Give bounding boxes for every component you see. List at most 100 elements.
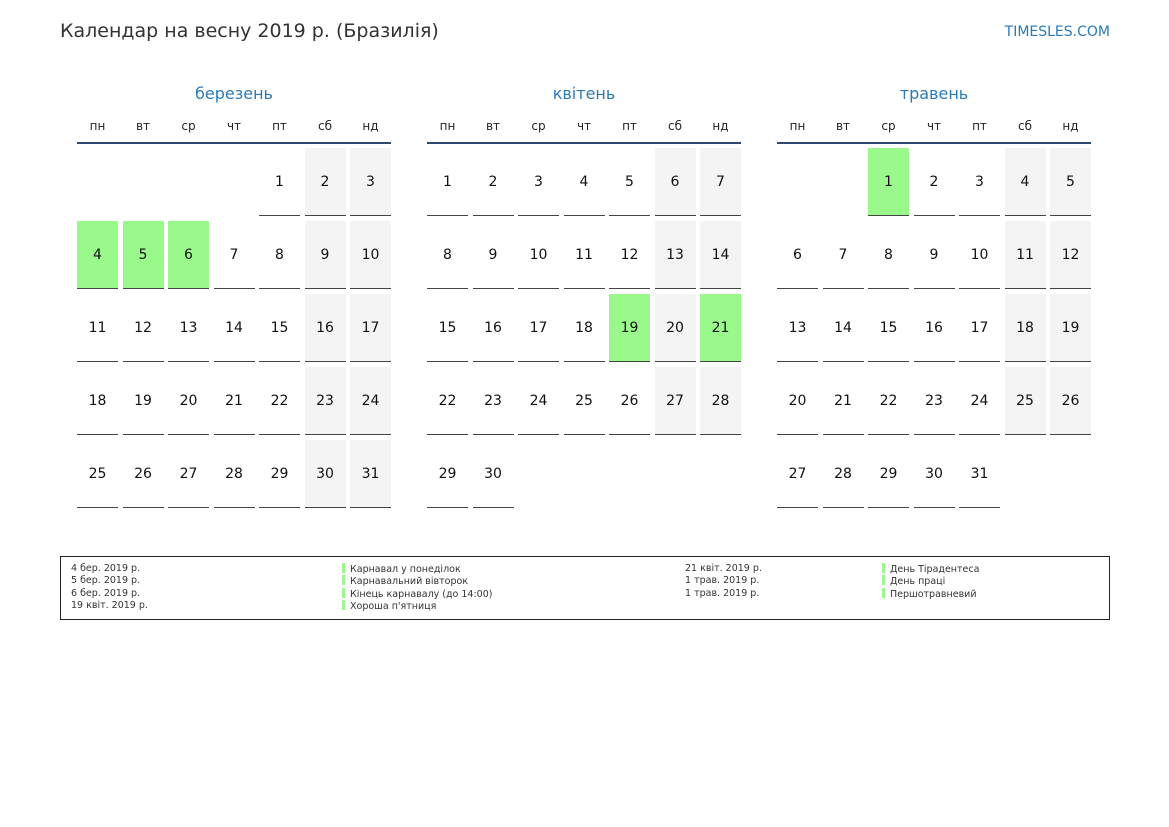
day-cell[interactable]: 11 — [563, 221, 605, 289]
day-cell[interactable]: 1 — [259, 148, 300, 216]
day-cell[interactable]: 7 — [700, 148, 741, 216]
day-cell[interactable]: 20 — [168, 367, 209, 435]
day-cell[interactable]: 3 — [518, 148, 559, 216]
day-cell[interactable]: 13 — [777, 294, 818, 362]
day-cell[interactable]: 18 — [77, 367, 118, 435]
day-cell[interactable]: 6 — [777, 221, 818, 289]
day-cell[interactable]: 25 — [77, 440, 118, 508]
day-cell[interactable]: 2 — [913, 148, 955, 216]
day-cell[interactable]: 5 — [1050, 148, 1091, 216]
day-cell[interactable]: 10 — [350, 221, 391, 289]
day-cell[interactable]: 19 — [122, 367, 164, 435]
day-cell[interactable]: 24 — [518, 367, 559, 435]
day-cell[interactable]: 8 — [427, 221, 468, 289]
day-cell[interactable]: 27 — [168, 440, 209, 508]
day-cell[interactable]: 21 — [822, 367, 864, 435]
day-cell[interactable]: 8 — [868, 221, 909, 289]
holiday-day-cell[interactable]: 19 — [609, 294, 650, 362]
day-cell[interactable]: 20 — [654, 294, 696, 362]
day-cell[interactable]: 18 — [563, 294, 605, 362]
day-cell[interactable]: 14 — [822, 294, 864, 362]
day-cell[interactable]: 1 — [427, 148, 468, 216]
day-cell[interactable]: 22 — [427, 367, 468, 435]
holiday-day-cell[interactable]: 1 — [868, 148, 909, 216]
day-cell[interactable]: 21 — [213, 367, 255, 435]
day-cell[interactable]: 10 — [959, 221, 1000, 289]
day-cell[interactable]: 15 — [868, 294, 909, 362]
day-cell[interactable]: 24 — [959, 367, 1000, 435]
day-cell[interactable]: 3 — [959, 148, 1000, 216]
day-cell[interactable]: 9 — [913, 221, 955, 289]
day-cell[interactable]: 29 — [427, 440, 468, 508]
day-cell[interactable]: 23 — [472, 367, 514, 435]
header-divider — [777, 142, 1091, 144]
day-cell[interactable]: 12 — [1050, 221, 1091, 289]
day-cell[interactable]: 18 — [1004, 294, 1046, 362]
day-cell[interactable]: 16 — [472, 294, 514, 362]
holiday-day-cell[interactable]: 6 — [168, 221, 209, 289]
holiday-day-cell[interactable]: 5 — [122, 221, 164, 289]
day-cell[interactable]: 6 — [654, 148, 696, 216]
day-cell[interactable]: 15 — [259, 294, 300, 362]
day-cell[interactable]: 19 — [1050, 294, 1091, 362]
day-cell[interactable]: 4 — [1004, 148, 1046, 216]
day-cell[interactable]: 4 — [563, 148, 605, 216]
day-cell[interactable]: 14 — [700, 221, 741, 289]
day-cell[interactable]: 16 — [304, 294, 346, 362]
day-cell[interactable]: 27 — [654, 367, 696, 435]
day-cell[interactable]: 22 — [868, 367, 909, 435]
day-cell[interactable]: 12 — [122, 294, 164, 362]
day-cell[interactable]: 31 — [350, 440, 391, 508]
day-cell[interactable]: 20 — [777, 367, 818, 435]
holiday-day-cell[interactable]: 4 — [77, 221, 118, 289]
holiday-color-marker — [342, 599, 345, 610]
day-cell[interactable]: 28 — [700, 367, 741, 435]
day-cell[interactable]: 7 — [213, 221, 255, 289]
legend-date: 1 трав. 2019 р. — [685, 587, 760, 599]
holiday-day-cell[interactable]: 21 — [700, 294, 741, 362]
day-cell[interactable]: 13 — [654, 221, 696, 289]
day-cell[interactable]: 30 — [304, 440, 346, 508]
day-cell[interactable]: 9 — [304, 221, 346, 289]
day-cell[interactable]: 28 — [822, 440, 864, 508]
day-cell[interactable]: 2 — [472, 148, 514, 216]
day-cell[interactable]: 7 — [822, 221, 864, 289]
day-cell[interactable]: 16 — [913, 294, 955, 362]
day-cell[interactable]: 30 — [913, 440, 955, 508]
day-cell[interactable]: 28 — [213, 440, 255, 508]
day-cell[interactable]: 26 — [122, 440, 164, 508]
weekday-label: нд — [1062, 119, 1079, 133]
day-cell[interactable]: 14 — [213, 294, 255, 362]
day-cell[interactable]: 26 — [1050, 367, 1091, 435]
day-cell[interactable]: 8 — [259, 221, 300, 289]
day-cell[interactable]: 22 — [259, 367, 300, 435]
day-cell[interactable]: 12 — [609, 221, 650, 289]
day-cell[interactable]: 13 — [168, 294, 209, 362]
day-cell[interactable]: 23 — [304, 367, 346, 435]
day-cell[interactable]: 17 — [350, 294, 391, 362]
day-cell[interactable]: 9 — [472, 221, 514, 289]
day-cell[interactable]: 17 — [959, 294, 1000, 362]
day-cell[interactable]: 23 — [913, 367, 955, 435]
weekday-label: пн — [89, 119, 106, 133]
day-cell[interactable]: 2 — [304, 148, 346, 216]
holiday-legend: 4 бер. 2019 р. Карнавал у понеділок 5 бер.… — [60, 556, 1110, 620]
day-cell[interactable]: 26 — [609, 367, 650, 435]
brand-link[interactable]: TIMESLES.COM — [1004, 24, 1110, 40]
day-cell[interactable]: 10 — [518, 221, 559, 289]
day-cell[interactable]: 11 — [1004, 221, 1046, 289]
day-cell[interactable]: 24 — [350, 367, 391, 435]
day-cell[interactable]: 27 — [777, 440, 818, 508]
day-cell[interactable]: 29 — [868, 440, 909, 508]
day-cell[interactable]: 5 — [609, 148, 650, 216]
day-cell[interactable]: 31 — [959, 440, 1000, 508]
day-cell[interactable]: 3 — [350, 148, 391, 216]
month-name: березень — [195, 84, 273, 103]
day-cell[interactable]: 30 — [472, 440, 514, 508]
day-cell[interactable]: 11 — [77, 294, 118, 362]
day-cell[interactable]: 25 — [563, 367, 605, 435]
day-cell[interactable]: 15 — [427, 294, 468, 362]
day-cell[interactable]: 29 — [259, 440, 300, 508]
day-cell[interactable]: 25 — [1004, 367, 1046, 435]
day-cell[interactable]: 17 — [518, 294, 559, 362]
